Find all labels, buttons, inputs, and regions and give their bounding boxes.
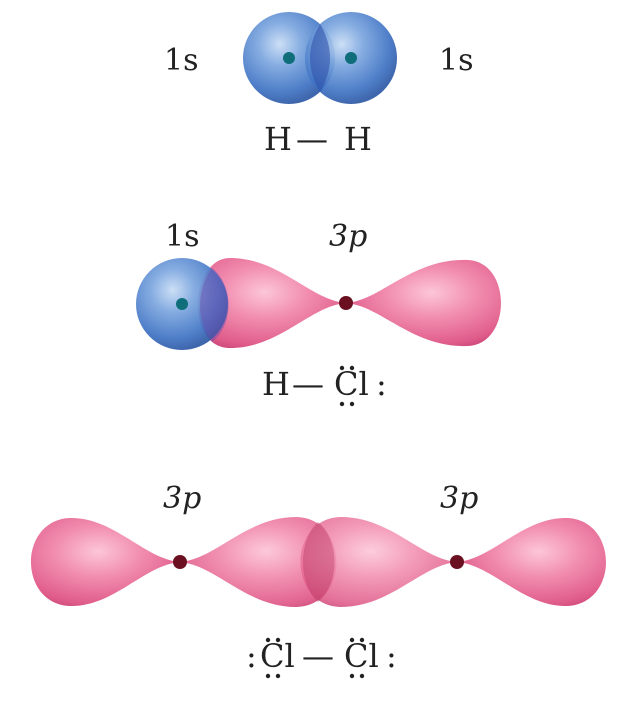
- cl-left-3p-lobe-outer: [31, 517, 180, 607]
- cl-right-3p-lobe-outer: [457, 517, 606, 607]
- hcl-molecule: 1s 3p H — Cl :: [136, 219, 501, 407]
- cl-left-3p-lobe-inner: [180, 517, 337, 607]
- h2-right-orbital-label: 1s: [439, 43, 473, 78]
- h-nucleus-right: [345, 52, 357, 64]
- hcl-formula-left-atom: H: [262, 365, 290, 403]
- h-nucleus: [176, 298, 188, 310]
- cl2-formula-lone-pair-right: :: [386, 637, 397, 675]
- h2-formula-left-atom: H: [264, 120, 292, 158]
- h-nucleus-left: [283, 52, 295, 64]
- cl-right-3p-lobe-inner: [300, 517, 457, 607]
- cl2-right-orbital-label: 3p: [440, 481, 478, 516]
- cl-3p-lobe-right: [346, 259, 501, 347]
- h2-formula-bond: —: [296, 120, 328, 158]
- h2-molecule: 1s 1s H — H: [164, 12, 473, 158]
- h2-formula-right-atom: H: [344, 120, 372, 158]
- hcl-lone-pair-dots: [339, 365, 355, 407]
- cl-nucleus-left: [173, 555, 187, 569]
- cl2-formula-bond: —: [302, 637, 334, 675]
- cl-nucleus-right: [450, 555, 464, 569]
- cl-3p-lobe-left: [198, 258, 346, 348]
- cl2-formula-right-atom: Cl: [344, 637, 379, 675]
- cl2-formula-left-atom: Cl: [260, 637, 295, 675]
- cl2-molecule: 3p 3p : Cl — Cl :: [31, 481, 606, 679]
- cl2-formula-lone-pair-left: :: [246, 637, 257, 675]
- hcl-formula-right-atom: Cl: [334, 365, 369, 403]
- cl2-left-orbital-label: 3p: [163, 481, 201, 516]
- cl2-overlap-region: [303, 522, 335, 602]
- hcl-right-orbital-label: 3p: [329, 219, 367, 254]
- h2-overlap-region: [310, 24, 330, 92]
- cl2-lone-pair-dots: [265, 637, 365, 679]
- h2-left-orbital-label: 1s: [164, 43, 198, 78]
- hcl-overlap-region: [200, 268, 229, 342]
- cl-nucleus: [339, 296, 353, 310]
- hcl-formula-lone-pair-right: :: [376, 365, 387, 403]
- hcl-formula-bond: —: [292, 365, 324, 403]
- hcl-left-orbital-label: 1s: [165, 219, 199, 254]
